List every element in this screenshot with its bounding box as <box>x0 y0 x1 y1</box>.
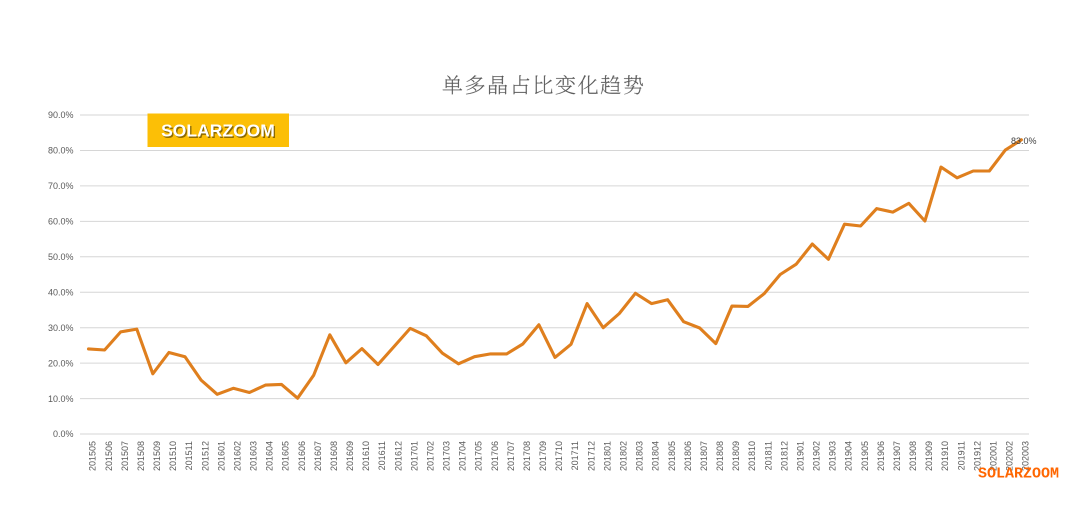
svg-text:202003: 202003 <box>1021 441 1031 471</box>
svg-text:201505: 201505 <box>88 441 98 471</box>
svg-text:30.0%: 30.0% <box>48 323 74 333</box>
svg-text:202002: 202002 <box>1005 441 1015 471</box>
svg-text:201909: 201909 <box>924 441 934 471</box>
svg-text:201901: 201901 <box>795 441 805 471</box>
svg-text:201810: 201810 <box>747 441 757 471</box>
svg-text:201904: 201904 <box>844 441 854 471</box>
svg-text:201610: 201610 <box>361 441 371 471</box>
svg-text:0.0%: 0.0% <box>53 429 74 439</box>
svg-text:201808: 201808 <box>715 441 725 471</box>
svg-text:201605: 201605 <box>281 441 291 471</box>
svg-text:201601: 201601 <box>216 441 226 471</box>
svg-text:201812: 201812 <box>779 441 789 471</box>
svg-text:201805: 201805 <box>667 441 677 471</box>
svg-text:201710: 201710 <box>554 441 564 471</box>
svg-text:201603: 201603 <box>249 441 259 471</box>
svg-text:201707: 201707 <box>506 441 516 471</box>
svg-text:80.0%: 80.0% <box>48 146 74 156</box>
svg-text:201701: 201701 <box>409 441 419 471</box>
svg-text:201702: 201702 <box>426 441 436 471</box>
svg-text:201902: 201902 <box>812 441 822 471</box>
svg-text:201803: 201803 <box>635 441 645 471</box>
svg-text:201608: 201608 <box>329 441 339 471</box>
svg-text:201510: 201510 <box>168 441 178 471</box>
svg-text:201711: 201711 <box>570 441 580 470</box>
svg-text:201508: 201508 <box>136 441 146 471</box>
svg-text:201912: 201912 <box>972 441 982 471</box>
svg-text:201801: 201801 <box>602 441 612 471</box>
svg-text:201509: 201509 <box>152 441 162 471</box>
svg-text:201506: 201506 <box>104 441 114 471</box>
svg-text:10.0%: 10.0% <box>48 394 74 404</box>
svg-text:201907: 201907 <box>892 441 902 471</box>
svg-text:201802: 201802 <box>619 441 629 471</box>
svg-text:SOLARZOOM: SOLARZOOM <box>978 466 1059 483</box>
svg-text:83.0%: 83.0% <box>1011 136 1037 146</box>
svg-text:201512: 201512 <box>200 441 210 471</box>
svg-text:201811: 201811 <box>763 441 773 470</box>
svg-text:40.0%: 40.0% <box>48 287 74 297</box>
svg-text:SOLARZOOM: SOLARZOOM <box>161 121 275 141</box>
svg-text:201911: 201911 <box>956 441 966 470</box>
svg-text:201908: 201908 <box>908 441 918 471</box>
svg-text:90.0%: 90.0% <box>48 110 74 120</box>
svg-text:201910: 201910 <box>940 441 950 471</box>
svg-text:201807: 201807 <box>699 441 709 471</box>
svg-text:201905: 201905 <box>860 441 870 471</box>
svg-text:201703: 201703 <box>442 441 452 471</box>
svg-text:201712: 201712 <box>586 441 596 471</box>
svg-text:201706: 201706 <box>490 441 500 471</box>
svg-text:201606: 201606 <box>297 441 307 471</box>
svg-text:201602: 201602 <box>233 441 243 471</box>
svg-text:201903: 201903 <box>828 441 838 471</box>
svg-text:20.0%: 20.0% <box>48 358 74 368</box>
svg-text:201611: 201611 <box>377 441 387 470</box>
svg-text:201704: 201704 <box>458 441 468 471</box>
svg-text:SOLARZOOM: SOLARZOOM <box>162 122 276 142</box>
svg-text:201511: 201511 <box>184 441 194 470</box>
svg-text:70.0%: 70.0% <box>48 181 74 191</box>
svg-text:201709: 201709 <box>538 441 548 471</box>
svg-text:201705: 201705 <box>474 441 484 471</box>
svg-text:60.0%: 60.0% <box>48 217 74 227</box>
svg-text:201809: 201809 <box>731 441 741 471</box>
svg-text:201612: 201612 <box>393 441 403 471</box>
svg-text:201609: 201609 <box>345 441 355 471</box>
svg-text:201708: 201708 <box>522 441 532 471</box>
svg-text:201906: 201906 <box>876 441 886 471</box>
svg-text:201804: 201804 <box>651 441 661 471</box>
svg-text:50.0%: 50.0% <box>48 252 74 262</box>
svg-text:201507: 201507 <box>120 441 130 471</box>
svg-text:201604: 201604 <box>265 441 275 471</box>
svg-text:202001: 202001 <box>989 441 999 471</box>
svg-text:201806: 201806 <box>683 441 693 471</box>
svg-text:201607: 201607 <box>313 441 323 471</box>
